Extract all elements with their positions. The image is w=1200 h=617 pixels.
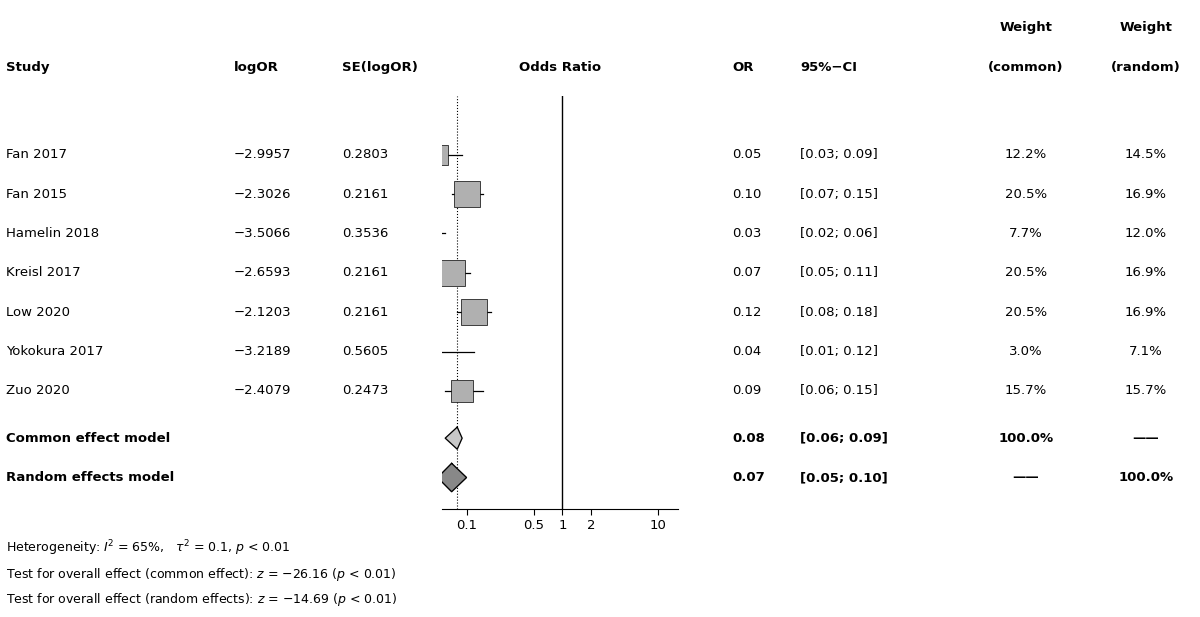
Text: 0.3536: 0.3536 (342, 227, 389, 240)
Text: Study: Study (6, 61, 49, 74)
Text: 0.5605: 0.5605 (342, 345, 389, 358)
Text: 12.0%: 12.0% (1124, 227, 1168, 240)
Text: [0.07; 0.15]: [0.07; 0.15] (800, 188, 878, 201)
Text: [0.08; 0.18]: [0.08; 0.18] (800, 305, 878, 318)
Text: 12.2%: 12.2% (1004, 148, 1048, 161)
Text: 100.0%: 100.0% (998, 432, 1054, 445)
Text: Fan 2017: Fan 2017 (6, 148, 67, 161)
Text: Kreisl 2017: Kreisl 2017 (6, 267, 80, 280)
Text: [0.02; 0.06]: [0.02; 0.06] (800, 227, 878, 240)
Text: 20.5%: 20.5% (1004, 188, 1048, 201)
Text: Zuo 2020: Zuo 2020 (6, 384, 70, 397)
Text: 20.5%: 20.5% (1004, 305, 1048, 318)
Text: 0.09: 0.09 (732, 384, 761, 397)
Text: (common): (common) (989, 61, 1063, 74)
Text: 0.07: 0.07 (732, 267, 761, 280)
Text: Weight: Weight (1120, 21, 1172, 34)
Text: logOR: logOR (234, 61, 278, 74)
Text: 100.0%: 100.0% (1118, 471, 1174, 484)
Text: 15.7%: 15.7% (1124, 384, 1168, 397)
Text: Hamelin 2018: Hamelin 2018 (6, 227, 100, 240)
Text: −2.9957: −2.9957 (234, 148, 292, 161)
Text: 0.10: 0.10 (732, 188, 761, 201)
Text: 20.5%: 20.5% (1004, 267, 1048, 280)
Text: −2.1203: −2.1203 (234, 305, 292, 318)
Text: 15.7%: 15.7% (1004, 384, 1048, 397)
Text: (random): (random) (1111, 61, 1181, 74)
Text: 0.2803: 0.2803 (342, 148, 389, 161)
Text: OR: OR (732, 61, 754, 74)
Text: ——: —— (1133, 432, 1159, 445)
Text: 0.2161: 0.2161 (342, 267, 389, 280)
Text: 0.2161: 0.2161 (342, 188, 389, 201)
Text: [0.01; 0.12]: [0.01; 0.12] (800, 345, 878, 358)
Text: 0.12: 0.12 (732, 305, 762, 318)
Polygon shape (438, 463, 467, 492)
Text: Low 2020: Low 2020 (6, 305, 70, 318)
Text: −2.3026: −2.3026 (234, 188, 292, 201)
Text: 0.08: 0.08 (732, 432, 764, 445)
Text: 0.2161: 0.2161 (342, 305, 389, 318)
Text: [0.06; 0.15]: [0.06; 0.15] (800, 384, 878, 397)
Text: −2.4079: −2.4079 (234, 384, 292, 397)
Text: −3.5066: −3.5066 (234, 227, 292, 240)
Text: 0.04: 0.04 (732, 345, 761, 358)
Text: [0.03; 0.09]: [0.03; 0.09] (800, 148, 878, 161)
Text: Random effects model: Random effects model (6, 471, 174, 484)
Text: 0.2473: 0.2473 (342, 384, 389, 397)
Text: 14.5%: 14.5% (1124, 148, 1168, 161)
Text: [0.05; 0.10]: [0.05; 0.10] (800, 471, 888, 484)
Text: 0.03: 0.03 (732, 227, 761, 240)
Text: Test for overall effect (random effects): $\it{z}$ = $-$14.69 ($\it{p}$ < 0.01): Test for overall effect (random effects)… (6, 590, 397, 608)
Text: Fan 2015: Fan 2015 (6, 188, 67, 201)
Text: ——: —— (1013, 471, 1039, 484)
Text: 0.07: 0.07 (732, 471, 764, 484)
Polygon shape (445, 427, 462, 449)
Text: [0.05; 0.11]: [0.05; 0.11] (800, 267, 878, 280)
Text: 3.0%: 3.0% (1009, 345, 1043, 358)
Text: Common effect model: Common effect model (6, 432, 170, 445)
Text: 7.1%: 7.1% (1129, 345, 1163, 358)
Text: Heterogeneity: $\it{I}$$^2$ = 65%,   $\it{\tau}$$^2$ = 0.1, $\it{p}$ < 0.01: Heterogeneity: $\it{I}$$^2$ = 65%, $\it{… (6, 539, 290, 558)
Text: 16.9%: 16.9% (1126, 188, 1166, 201)
Text: Yokokura 2017: Yokokura 2017 (6, 345, 103, 358)
Text: Odds Ratio: Odds Ratio (518, 61, 601, 74)
Text: SE(logOR): SE(logOR) (342, 61, 418, 74)
Text: 0.05: 0.05 (732, 148, 761, 161)
Text: 16.9%: 16.9% (1126, 305, 1166, 318)
Text: [0.06; 0.09]: [0.06; 0.09] (800, 432, 888, 445)
Text: 16.9%: 16.9% (1126, 267, 1166, 280)
Text: 95%−CI: 95%−CI (800, 61, 858, 74)
Text: −3.2189: −3.2189 (234, 345, 292, 358)
Text: 7.7%: 7.7% (1009, 227, 1043, 240)
Text: −2.6593: −2.6593 (234, 267, 292, 280)
Text: Test for overall effect (common effect): $\it{z}$ = $-$26.16 ($\it{p}$ < 0.01): Test for overall effect (common effect):… (6, 566, 397, 583)
Text: Weight: Weight (1000, 21, 1052, 34)
